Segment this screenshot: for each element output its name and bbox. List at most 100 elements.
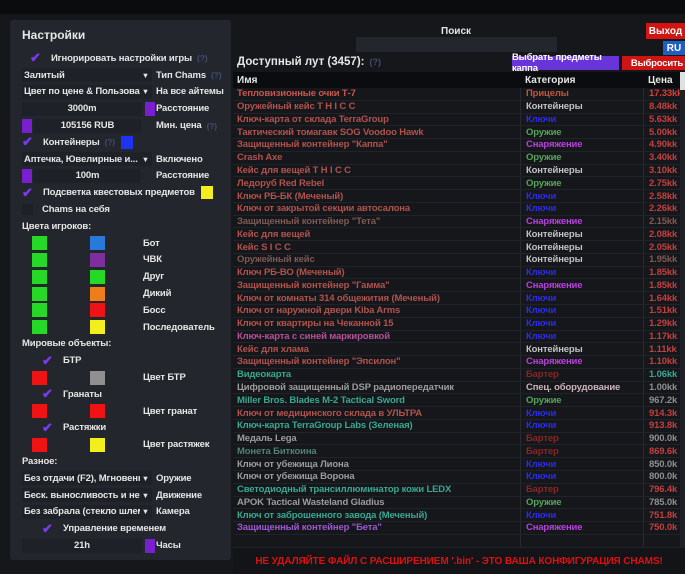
loot-row[interactable] [233, 534, 680, 548]
loot-row[interactable]: Оружейный кейс Контейнеры 1.95kk [233, 253, 680, 267]
color-swatch[interactable] [32, 269, 47, 284]
color-swatch[interactable] [120, 135, 133, 149]
color-swatch[interactable] [32, 437, 47, 452]
loot-row[interactable]: Светодиодный трансиллюминатор кожи LEDX Б… [233, 483, 680, 497]
text-input[interactable]: 21h [22, 538, 142, 553]
checkbox-checked-icon[interactable]: ✔ [42, 352, 53, 368]
loot-row[interactable]: Защищенный контейнер "Тета" Снаряжение 2.1… [233, 215, 680, 229]
color-swatch[interactable] [90, 437, 105, 452]
color-swatch[interactable] [32, 320, 47, 335]
loot-row[interactable]: Ключ от наружной двери Kiba Arms Ключи 1.5… [233, 305, 680, 318]
loot-item-price: 850.0k [643, 458, 680, 470]
select-kappa-items-button[interactable]: Выбрать предметы каппа [512, 52, 619, 74]
color-swatch[interactable] [90, 320, 105, 335]
loot-row[interactable]: Ключ от заброшенного завода (Меченый) Клю… [233, 509, 680, 523]
checkbox-checked-icon[interactable]: ✔ [42, 386, 53, 402]
loot-row[interactable]: Видеокарта Бартер 1.06kk [233, 368, 680, 382]
loot-row[interactable]: Ключ РБ-ВО (Меченый) Ключи 1.85kk [233, 266, 680, 280]
column-header-price[interactable]: Цена [648, 74, 673, 86]
loot-row[interactable]: Ключ от закрытой секции автосалона Ключи 2… [233, 202, 680, 216]
help-icon[interactable]: (?) [369, 57, 381, 67]
loot-row[interactable]: Медаль Lega Бартер 900.0k [233, 432, 680, 446]
setting-label: На все айтемы [156, 86, 224, 98]
checkbox-checked-icon[interactable]: ✔ [42, 419, 53, 435]
dropdown[interactable]: Без забрала (стекло шлема) ▼ [22, 504, 152, 519]
sidebar-rows: ✔ Игнорировать настройки игры (?) Залитый ▼ Т… [22, 50, 225, 554]
loot-item-price: 3.10kk [643, 164, 680, 177]
loot-row[interactable]: Тактический томагавк SOG Voodoo Hawk Оруж… [233, 126, 680, 140]
text-input[interactable]: 105156 RUB [34, 118, 141, 133]
loot-row[interactable]: Ключ от медицинского склада в УЛЬТРА Ключ… [233, 407, 680, 420]
text-input[interactable]: 3000m [22, 101, 142, 116]
help-icon[interactable]: (?) [197, 53, 208, 64]
loot-row[interactable]: Ключ РБ-БК (Меченый) Ключи 2.58kk [233, 190, 680, 203]
loot-row[interactable]: Кейс для вещей Контейнеры 2.08kk [233, 228, 680, 242]
loot-row[interactable]: Защищенный контейнер "Каппа" Снаряжение 4.… [233, 139, 680, 152]
dropdown[interactable]: Аптечка, Ювелирные и... ▼ [22, 152, 152, 167]
loot-item-category: Снаряжение [520, 215, 643, 228]
color-swatch[interactable] [90, 370, 105, 385]
color-swatch[interactable] [90, 286, 105, 301]
loot-row[interactable]: Miller Bros. Blades M-2 Tactical Sword Ор… [233, 394, 680, 408]
color-swatch[interactable] [32, 370, 47, 385]
help-icon[interactable]: (?) [206, 120, 218, 131]
color-swatch[interactable] [32, 303, 47, 318]
dropdown[interactable]: Без отдачи (F2), Мгновенное п▼ [22, 471, 152, 486]
help-icon[interactable]: (?) [104, 137, 116, 148]
search-input[interactable] [356, 37, 557, 52]
checkbox-checked-icon[interactable]: ✔ [30, 50, 41, 66]
loot-row[interactable]: Цифровой защищенный DSP радиопередатчик С… [233, 381, 680, 395]
help-icon[interactable]: (?) [211, 70, 222, 81]
exit-button[interactable]: Выход [646, 23, 685, 39]
loot-row[interactable]: Защищенный контейнер "Эпсилон" Снаряжение… [233, 356, 680, 369]
loot-row[interactable]: Ключ от убежища Ворона Ключи 800.0k [233, 470, 680, 484]
drop-all-button[interactable]: Выбросить все [622, 56, 685, 70]
window-titlebar [0, 0, 685, 14]
loot-row[interactable]: Защищенный контейнер "Гамма" Снаряжение 1.… [233, 279, 680, 293]
color-swatch[interactable] [200, 186, 213, 200]
checkbox-checked-icon[interactable]: ✔ [22, 184, 33, 200]
color-swatch[interactable] [145, 538, 155, 553]
dropdown[interactable]: Цвет по цене & Пользователь▼ [22, 84, 152, 99]
checkbox-checked-icon[interactable]: ✔ [42, 520, 53, 536]
color-swatch[interactable] [22, 168, 32, 183]
scrollbar-thumb[interactable] [680, 72, 685, 90]
column-header-name[interactable]: Имя [237, 74, 258, 86]
setting-label: Контейнеры [43, 136, 100, 148]
loot-row[interactable]: Ключ от убежища Лиона Ключи 850.0k [233, 458, 680, 471]
loot-row[interactable]: Ключ от квартиры на Чеканной 15 Ключи 1.29… [233, 317, 680, 331]
loot-row[interactable]: Ключ-карта TerraGroup Labs (Зеленая) Ключ… [233, 419, 680, 433]
loot-row[interactable]: Crash Axe Оружие 3.40kk [233, 151, 680, 165]
color-swatch[interactable] [90, 303, 105, 318]
loot-row[interactable]: Ледоруб Red Rebel Оружие 2.75kk [233, 177, 680, 191]
column-header-category[interactable]: Категория [525, 74, 576, 86]
loot-row[interactable]: Кейс S I C C Контейнеры 2.05kk [233, 241, 680, 254]
dropdown[interactable]: Беск. выносливость и нет уста▼ [22, 488, 152, 503]
color-swatch[interactable] [22, 118, 32, 133]
checkbox-unchecked[interactable] [22, 204, 33, 216]
loot-row[interactable]: Ключ от комнаты 314 общежития (Меченый) К… [233, 292, 680, 306]
color-swatch[interactable] [90, 252, 105, 267]
color-swatch[interactable] [32, 252, 47, 267]
text-input[interactable]: 100m [34, 168, 141, 183]
checkbox-checked-icon[interactable]: ✔ [22, 134, 33, 150]
loot-row[interactable]: Кейс для хлама Контейнеры 1.11kk [233, 343, 680, 357]
loot-row[interactable]: Оружейный кейс T H I C C Контейнеры 8.48kk [233, 100, 680, 114]
scrollbar[interactable] [680, 72, 685, 548]
loot-row[interactable]: Защищенный контейнер "Бета" Снаряжение 750… [233, 522, 680, 535]
loot-row[interactable]: Тепловизионные очки Т-7 Прицелы 17.33kk [233, 88, 680, 101]
color-swatch[interactable] [145, 101, 155, 116]
color-swatch[interactable] [32, 286, 47, 301]
loot-row[interactable]: APOK Tactical Wasteland Gladius Оружие 785… [233, 496, 680, 510]
loot-row[interactable]: Монета Биткоина Бартер 869.6k [233, 445, 680, 459]
language-button[interactable]: RU [663, 41, 685, 55]
color-swatch[interactable] [90, 404, 105, 419]
color-swatch[interactable] [32, 404, 47, 419]
color-swatch[interactable] [32, 236, 47, 251]
loot-row[interactable]: Кейс для вещей T H I C C Контейнеры 3.10kk [233, 164, 680, 178]
dropdown[interactable]: Залитый ▼ [22, 68, 152, 83]
color-swatch[interactable] [90, 269, 105, 284]
loot-row[interactable]: Ключ-карта от склада TerraGroup Ключи 5.63… [233, 113, 680, 127]
color-swatch[interactable] [90, 236, 105, 251]
loot-row[interactable]: Ключ-карта с синей маркировкой Ключи 1.17k… [233, 330, 680, 344]
